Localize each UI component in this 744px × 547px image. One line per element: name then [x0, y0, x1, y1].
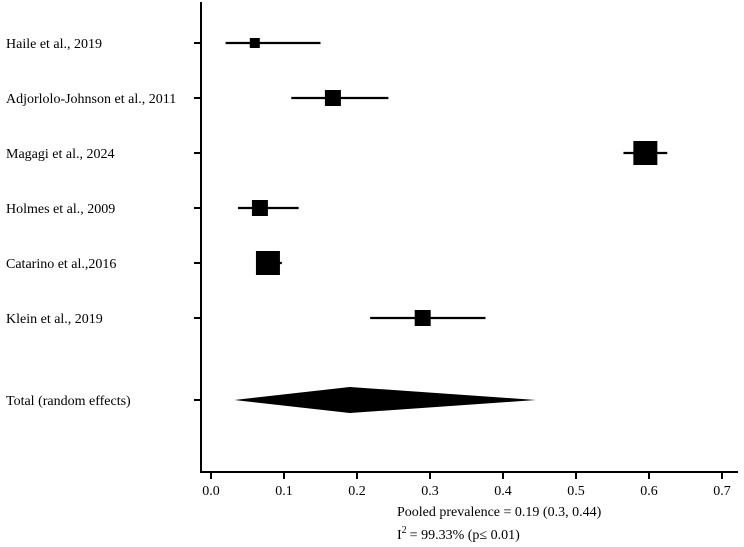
i2-symbol: I: [397, 528, 402, 543]
x-tick-label: 0.0: [202, 484, 220, 499]
pooled-prevalence-text: Pooled prevalence = 0.19 (0.3, 0.44): [397, 505, 602, 520]
study-label: Catarino et al.,2016: [6, 257, 116, 272]
x-tick-label: 0.4: [494, 484, 512, 499]
x-axis-ticks: 0.0 0.1 0.2 0.3 0.4 0.5 0.6 0.7: [202, 472, 731, 499]
pooled-label: Total (random effects): [6, 394, 131, 409]
study-label: Klein et al., 2019: [6, 312, 103, 327]
study-label: Adjorlolo-Johnson et al., 2011: [6, 92, 176, 107]
point-estimate: [324, 90, 341, 106]
i2-superscript: 2: [401, 525, 407, 536]
x-tick-label: 0.2: [348, 484, 366, 499]
point-estimate: [249, 38, 260, 48]
point-estimate: [633, 141, 658, 165]
study-label: Holmes et al., 2009: [6, 202, 115, 217]
x-tick-label: 0.3: [421, 484, 439, 499]
i2-value: = 99.33% (p≤ 0.01): [409, 528, 520, 543]
study-label: Haile et al., 2019: [6, 37, 102, 52]
point-estimate: [414, 310, 431, 326]
heterogeneity-text: I2 = 99.33% (p≤ 0.01): [397, 522, 520, 545]
x-tick-label: 0.1: [275, 484, 293, 499]
study-rows: Haile et al., 2019 Adjorlolo-Johnson et a…: [6, 37, 668, 327]
x-tick-label: 0.6: [640, 484, 658, 499]
study-label: Magagi et al., 2024: [6, 147, 114, 162]
pooled-row: Total (random effects): [6, 387, 536, 413]
pooled-diamond: [234, 387, 536, 413]
x-tick-label: 0.5: [567, 484, 585, 499]
x-tick-label: 0.7: [713, 484, 731, 499]
point-estimate: [255, 251, 280, 275]
point-estimate: [251, 200, 268, 216]
